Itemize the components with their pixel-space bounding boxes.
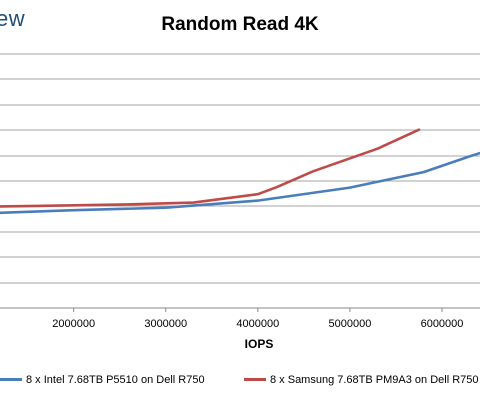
chart-title: Random Read 4K xyxy=(161,14,319,35)
x-tick-label: 3000000 xyxy=(144,318,187,330)
legend-label-intel: 8 x Intel 7.68TB P5510 on Dell R750 xyxy=(26,374,205,386)
legend-item-samsung: 8 x Samsung 7.68TB PM9A3 on Dell R750 xyxy=(244,374,479,386)
x-tick-label: 4000000 xyxy=(236,318,279,330)
legend-swatch-samsung xyxy=(244,377,266,381)
x-tick-label: 5000000 xyxy=(329,318,372,330)
x-tick-labels: 2000000 3000000 4000000 5000000 6000000 xyxy=(52,308,463,330)
legend-swatch-intel xyxy=(0,377,22,381)
legend-item-intel: 8 x Intel 7.68TB P5510 on Dell R750 xyxy=(0,374,205,386)
x-axis-label: IOPS xyxy=(245,337,274,351)
series-line-intel xyxy=(0,151,480,215)
legend: 8 x Intel 7.68TB P5510 on Dell R750 8 x … xyxy=(0,372,480,390)
x-tick-label: 6000000 xyxy=(421,318,464,330)
legend-label-samsung: 8 x Samsung 7.68TB PM9A3 on Dell R750 xyxy=(270,374,479,386)
series-line-samsung xyxy=(0,128,421,208)
brand-logo-text: ew xyxy=(0,6,26,31)
series-lines xyxy=(0,128,480,215)
gridlines xyxy=(0,53,480,309)
x-tick-label: 2000000 xyxy=(52,318,95,330)
